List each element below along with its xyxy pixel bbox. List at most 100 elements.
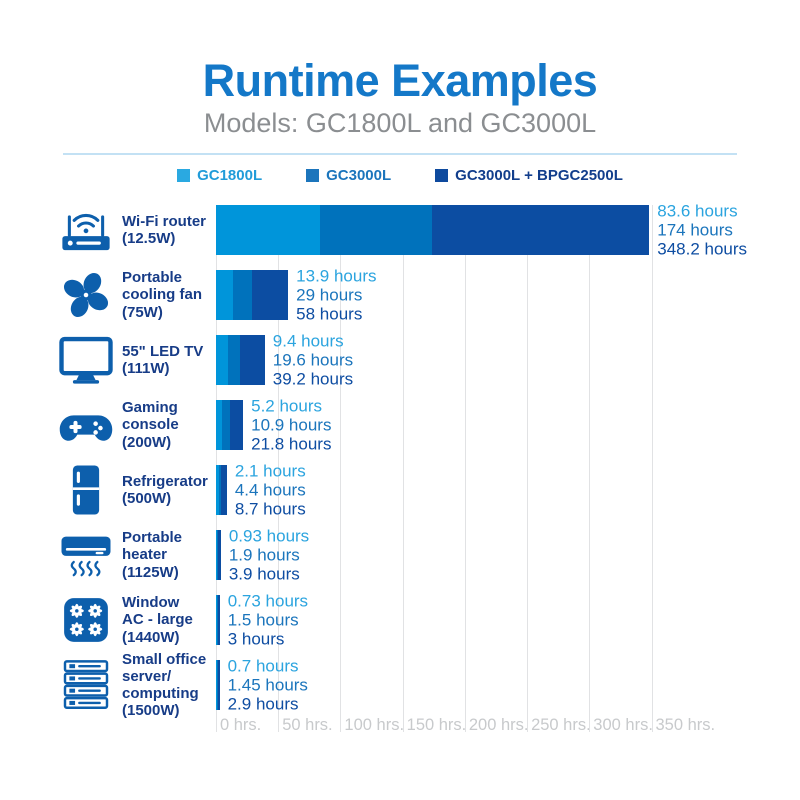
value-labels: 5.2 hours 10.9 hours 21.8 hours xyxy=(251,397,331,454)
x-axis-tick-label: 0 hrs. xyxy=(220,716,262,734)
cooling-fan-icon xyxy=(58,267,114,323)
heater-icon xyxy=(58,527,114,583)
value-labels: 0.93 hours 1.9 hours 3.9 hours xyxy=(229,527,309,584)
bar-segment-gc3000l-bpgc2500l xyxy=(229,400,244,450)
bar-group xyxy=(216,270,289,320)
chart-legend: GC1800L GC3000L GC3000L + BPGC2500L xyxy=(0,167,800,184)
bar-segment-gc3000l-bpgc2500l xyxy=(218,530,221,580)
value-label: 21.8 hours xyxy=(251,434,332,454)
chart-row-gaming-console: Gaming console (200W) 5.2 hours 10.9 hour… xyxy=(0,397,800,454)
x-axis-tick-label: 350 hrs. xyxy=(655,716,716,734)
value-label: 29 hours xyxy=(296,285,363,305)
value-labels: 83.6 hours 174 hours 348.2 hours xyxy=(657,202,747,259)
bar-segment-gc3000l-bpgc2500l xyxy=(240,335,265,385)
bar-group xyxy=(216,335,265,385)
bar-segment-gc1800l xyxy=(216,335,228,385)
x-axis-tick-label: 300 hrs. xyxy=(593,716,653,734)
chart-row-window-ac: Window AC - large (1440W) 0.73 hours 1.5 … xyxy=(0,592,800,649)
value-label: 13.9 hours xyxy=(296,266,377,286)
value-label: 174 hours xyxy=(657,220,733,240)
device-label: Gaming console (200W) xyxy=(122,399,179,451)
page-title: Runtime Examples xyxy=(202,55,598,106)
legend-swatch-gc1800l xyxy=(177,169,191,182)
gridline xyxy=(527,205,529,732)
legend-item-gc3000l-bpgc2500l: GC3000L + BPGC2500L xyxy=(435,167,623,184)
value-label: 2.9 hours xyxy=(227,694,299,714)
value-label: 19.6 hours xyxy=(272,350,354,370)
chart-row-refrigerator: Refrigerator (500W) 2.1 hours 4.4 hours 8.… xyxy=(0,461,800,519)
bar-segment-gc3000l xyxy=(233,270,253,320)
value-label: 1.5 hours xyxy=(227,610,299,630)
bar-segment-gc3000l xyxy=(216,660,218,710)
bar-group xyxy=(216,465,227,515)
legend-label: GC1800L xyxy=(197,167,263,184)
x-axis-tick-label: 50 hrs. xyxy=(282,716,333,734)
x-axis-tick-label: 100 hrs. xyxy=(344,716,405,734)
legend-swatch-gc3000l xyxy=(306,169,320,182)
legend-item-gc1800l: GC1800L xyxy=(177,167,262,184)
gridline xyxy=(589,205,591,732)
chart-row-wifi-router: Wi-Fi router (12.5W) 83.6 hours 174 hours… xyxy=(0,202,800,259)
bar-segment-gc1800l xyxy=(216,400,223,450)
value-label: 10.9 hours xyxy=(251,415,332,435)
value-label: 1.45 hours xyxy=(227,675,308,695)
bar-segment-gc3000l-bpgc2500l xyxy=(432,205,650,255)
window-ac-icon xyxy=(58,592,114,648)
gridline xyxy=(464,205,466,732)
x-axis-tick-label: 200 hrs. xyxy=(468,716,529,734)
bar-segment-gc3000l xyxy=(217,530,219,580)
value-labels: 9.4 hours 19.6 hours 39.2 hours xyxy=(273,332,353,389)
bar-segment-gc1800l xyxy=(216,660,217,710)
bar-group xyxy=(216,595,220,645)
bar-segment-gc1800l xyxy=(216,465,219,515)
device-label: Window AC - large (1440W) xyxy=(122,594,193,646)
chart-row-office-server: Small office server/ computing (1500W) 0… xyxy=(0,650,800,720)
x-axis-tick-label: 250 hrs. xyxy=(531,716,591,734)
legend-item-gc3000l: GC3000L xyxy=(306,167,391,184)
legend-label: GC3000L + BPGC2500L xyxy=(455,167,623,184)
wifi-router-icon xyxy=(58,202,114,258)
legend-swatch-gc3000l-bpgc2500l xyxy=(435,169,449,182)
value-label: 8.7 hours xyxy=(234,499,306,519)
bar-segment-gc1800l xyxy=(216,595,217,645)
value-label: 83.6 hours xyxy=(657,201,738,221)
bar-group xyxy=(216,660,220,710)
bar-segment-gc3000l xyxy=(218,465,222,515)
x-axis-tick-label: 150 hrs. xyxy=(406,716,467,734)
tv-icon xyxy=(58,332,114,388)
value-label: 5.2 hours xyxy=(251,396,323,416)
bar-segment-gc1800l xyxy=(216,270,234,320)
device-label: Small office server/ computing (1500W) xyxy=(122,650,207,720)
device-label: 55" LED TV (111W) xyxy=(122,342,204,377)
value-label: 1.9 hours xyxy=(228,545,300,565)
bar-segment-gc1800l xyxy=(216,205,321,255)
bar-group xyxy=(216,400,244,450)
value-label: 9.4 hours xyxy=(272,331,344,351)
value-label: 4.4 hours xyxy=(234,480,306,500)
value-labels: 0.7 hours 1.45 hours 2.9 hours xyxy=(228,657,308,714)
gridline xyxy=(651,205,653,732)
server-icon xyxy=(58,657,114,713)
device-label: Portable heater (1125W) xyxy=(122,529,183,581)
device-label: Refrigerator (500W) xyxy=(122,472,208,507)
value-label: 348.2 hours xyxy=(657,239,748,259)
gridline xyxy=(278,205,280,732)
bar-segment-gc3000l-bpgc2500l xyxy=(217,595,220,645)
value-label: 3 hours xyxy=(227,629,285,649)
divider-line xyxy=(63,153,737,155)
value-label: 2.1 hours xyxy=(234,461,306,481)
bar-segment-gc3000l xyxy=(216,595,218,645)
page-subtitle: Models: GC1800L and GC3000L xyxy=(203,108,597,138)
refrigerator-icon xyxy=(58,462,114,518)
gridline xyxy=(340,205,342,732)
bar-segment-gc3000l-bpgc2500l xyxy=(252,270,289,320)
bar-group xyxy=(216,530,221,580)
bar-group xyxy=(216,205,650,255)
value-label: 0.7 hours xyxy=(227,656,299,676)
device-label: Portable cooling fan (75W) xyxy=(122,269,202,321)
bar-segment-gc3000l xyxy=(227,335,241,385)
value-labels: 0.73 hours 1.5 hours 3 hours xyxy=(228,592,308,649)
value-label: 0.73 hours xyxy=(227,591,309,611)
legend-label: GC3000L xyxy=(326,167,392,184)
